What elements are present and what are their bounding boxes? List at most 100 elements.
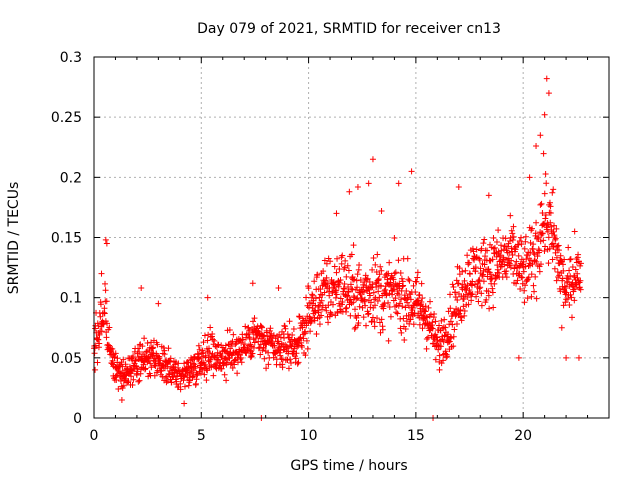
- data-point: [542, 215, 549, 222]
- data-point: [91, 345, 98, 352]
- data-point: [551, 222, 558, 229]
- data-point: [167, 359, 174, 366]
- data-point: [289, 332, 296, 339]
- data-point: [91, 350, 98, 357]
- data-point: [200, 339, 207, 346]
- data-point: [418, 299, 425, 306]
- data-point: [497, 252, 504, 259]
- data-point: [370, 255, 377, 262]
- data-point: [416, 291, 423, 298]
- data-point: [203, 366, 210, 373]
- data-point: [204, 367, 211, 374]
- data-point: [542, 211, 549, 218]
- data-point: [452, 293, 459, 300]
- data-point: [201, 371, 208, 378]
- data-point: [502, 270, 509, 277]
- data-point: [356, 261, 363, 268]
- data-point: [441, 316, 448, 323]
- data-point: [130, 353, 137, 360]
- data-point: [450, 343, 457, 350]
- data-point: [321, 257, 328, 264]
- data-point: [343, 304, 350, 311]
- data-point: [117, 377, 124, 384]
- data-point: [519, 261, 526, 268]
- data-point: [432, 331, 439, 338]
- data-point: [484, 247, 491, 254]
- data-point: [356, 303, 363, 310]
- data-point: [165, 345, 172, 352]
- data-point: [513, 258, 520, 265]
- data-point: [209, 336, 216, 343]
- data-point: [519, 274, 526, 281]
- data-point: [332, 294, 339, 301]
- data-point: [250, 318, 257, 325]
- data-point: [355, 312, 362, 319]
- gridlines: [94, 57, 609, 418]
- data-point: [120, 356, 127, 363]
- data-point: [245, 331, 252, 338]
- data-point: [450, 283, 457, 290]
- data-point: [451, 326, 458, 333]
- data-point: [438, 360, 445, 367]
- data-point: [305, 285, 312, 292]
- data-point: [258, 323, 265, 330]
- data-point: [440, 338, 447, 345]
- data-point: [444, 353, 451, 360]
- data-point: [173, 378, 180, 385]
- data-point: [540, 237, 547, 244]
- data-point: [486, 305, 493, 312]
- data-point: [221, 371, 228, 378]
- data-point: [339, 252, 346, 259]
- data-point: [509, 252, 516, 259]
- data-point: [265, 361, 272, 368]
- data-point: [139, 343, 146, 350]
- data-point: [442, 348, 449, 355]
- data-point: [575, 251, 582, 258]
- data-point: [436, 352, 443, 359]
- data-point: [333, 269, 340, 276]
- data-point: [564, 295, 571, 302]
- data-point: [531, 288, 538, 295]
- data-point: [425, 304, 432, 311]
- data-point: [554, 243, 561, 250]
- data-point: [328, 311, 335, 318]
- data-point: [453, 320, 460, 327]
- data-point: [521, 245, 528, 252]
- data-point: [412, 288, 419, 295]
- data-point: [102, 287, 109, 294]
- data-point: [223, 377, 230, 384]
- data-point: [382, 283, 389, 290]
- data-point: [525, 274, 532, 281]
- data-point: [445, 308, 452, 315]
- data-point: [383, 291, 390, 298]
- data-point: [120, 382, 127, 389]
- data-point: [225, 354, 232, 361]
- y-tick-label: 0.3: [60, 50, 82, 66]
- data-point: [331, 263, 338, 270]
- data-point: [549, 256, 556, 263]
- data-point: [151, 362, 158, 369]
- data-point: [554, 269, 561, 276]
- data-point: [367, 292, 374, 299]
- data-point: [447, 291, 454, 298]
- data-point: [387, 313, 394, 320]
- data-point: [464, 252, 471, 259]
- data-point: [516, 270, 523, 277]
- data-point: [468, 297, 475, 304]
- data-point: [144, 354, 151, 361]
- data-point: [530, 241, 537, 248]
- data-point: [568, 314, 575, 321]
- data-point: [343, 308, 350, 315]
- data-point: [312, 295, 319, 302]
- data-point: [520, 268, 527, 275]
- data-point: [532, 230, 539, 237]
- data-point: [436, 322, 443, 329]
- data-point: [567, 273, 574, 280]
- data-point: [307, 328, 314, 335]
- data-point: [317, 286, 324, 293]
- data-point: [237, 356, 244, 363]
- data-point: [503, 268, 510, 275]
- data-point: [251, 339, 258, 346]
- data-point: [186, 377, 193, 384]
- data-point: [533, 295, 540, 302]
